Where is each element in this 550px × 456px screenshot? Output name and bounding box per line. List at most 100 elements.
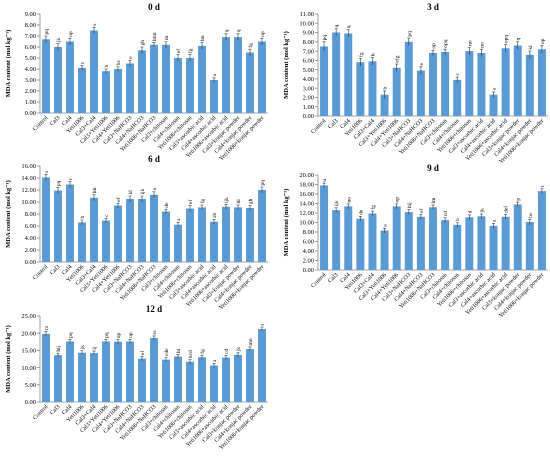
y-tick-label: 6.00: [25, 44, 36, 51]
bar: [537, 49, 546, 117]
significance-letter: q: [334, 24, 340, 27]
significance-letter: pq: [322, 35, 328, 41]
bar: [465, 51, 474, 116]
significance-letter: gh: [248, 198, 254, 204]
error-bar: [479, 213, 483, 219]
error-bar: [104, 217, 108, 223]
error-bar: [176, 222, 180, 228]
error-bar: [188, 359, 192, 364]
significance-letter: r: [68, 178, 74, 180]
significance-letter: a: [212, 73, 218, 76]
significance-letter: e: [128, 56, 134, 59]
error-bar: [260, 326, 264, 332]
significance-letter: rs: [152, 330, 158, 334]
error-bar: [407, 209, 411, 215]
error-bar: [176, 54, 180, 62]
bar: [114, 341, 122, 402]
error-bar: [224, 204, 228, 210]
error-bar: [152, 191, 156, 198]
error-bar: [104, 68, 108, 74]
bar: [332, 32, 341, 116]
bar: [174, 224, 182, 262]
significance-letter: m: [164, 35, 170, 40]
significance-letter: fg: [247, 43, 254, 48]
error-bar: [200, 204, 204, 210]
bar: [150, 44, 158, 113]
bar: [477, 216, 486, 270]
bar: [246, 208, 254, 262]
significance-letter: op: [395, 197, 401, 203]
error-bar: [443, 48, 447, 55]
significance-letter: pq: [56, 180, 62, 186]
bar: [380, 230, 389, 270]
error-bar: [516, 41, 520, 50]
significance-letter: a: [492, 87, 498, 90]
significance-letter: hij: [407, 202, 413, 208]
x-tick-label: Control: [32, 115, 49, 132]
bar: [54, 47, 62, 113]
error-bar: [504, 214, 508, 220]
bar: [453, 79, 462, 116]
significance-letter: kl: [528, 45, 534, 50]
bar: [126, 341, 134, 402]
x-tick-label: Cal3: [49, 264, 61, 276]
bar: [368, 213, 377, 270]
error-bar: [358, 216, 362, 222]
y-tick-label: 1.00: [303, 104, 314, 111]
bar: [162, 44, 170, 113]
significance-letter: rs: [44, 326, 50, 330]
y-tick-label: 14.00: [21, 175, 36, 182]
y-tick-label: 9.00: [25, 11, 36, 18]
bar: [258, 41, 266, 113]
error-bar: [44, 331, 48, 337]
significance-letter: a: [383, 224, 389, 227]
error-bar: [419, 66, 423, 75]
significance-letter: op: [128, 332, 134, 338]
bar: [114, 205, 122, 262]
error-bar: [188, 205, 192, 212]
bar: [246, 349, 254, 402]
significance-letter: gh: [140, 40, 146, 46]
y-tick-label: 0.00: [25, 110, 36, 117]
error-bar: [370, 57, 374, 65]
y-tick-label: 4.00: [303, 76, 314, 83]
bar: [102, 71, 110, 113]
bar: [222, 357, 230, 402]
error-bar: [128, 339, 132, 344]
significance-letter: ijk: [334, 200, 340, 206]
significance-letter: op: [260, 31, 266, 37]
error-bar: [236, 33, 240, 41]
error-bar: [176, 354, 180, 359]
y-tick-label: 12.00: [299, 210, 314, 217]
error-bar: [92, 194, 96, 201]
error-bar: [395, 203, 399, 209]
significance-letter: p: [516, 198, 522, 201]
y-tick-label: 0.00: [25, 399, 36, 406]
chart-title: 3 d: [427, 2, 439, 12]
significance-letter: hi: [236, 199, 242, 204]
y-tick-label: 0.00: [25, 259, 36, 266]
y-tick-label: 0.00: [303, 113, 314, 120]
error-bar: [200, 354, 204, 360]
error-bar: [260, 186, 264, 193]
bar: [404, 41, 413, 117]
significance-letter: pq: [407, 31, 413, 37]
bar: [416, 216, 425, 270]
error-bar: [431, 204, 435, 210]
y-tick-label: 4.00: [25, 235, 36, 242]
bar: [186, 58, 194, 113]
bar: [150, 194, 158, 262]
bar: [368, 61, 377, 116]
bar: [525, 54, 534, 116]
significance-letter: s: [44, 171, 50, 173]
bar: [42, 333, 50, 402]
significance-letter: op: [431, 43, 437, 49]
significance-letter: efg: [394, 55, 401, 62]
significance-letter: cde: [164, 348, 170, 356]
bar: [489, 225, 498, 270]
significance-letter: lmn: [152, 32, 158, 41]
bar: [198, 357, 206, 402]
y-tick-label: 9.00: [303, 30, 314, 37]
error-bar: [248, 205, 252, 211]
